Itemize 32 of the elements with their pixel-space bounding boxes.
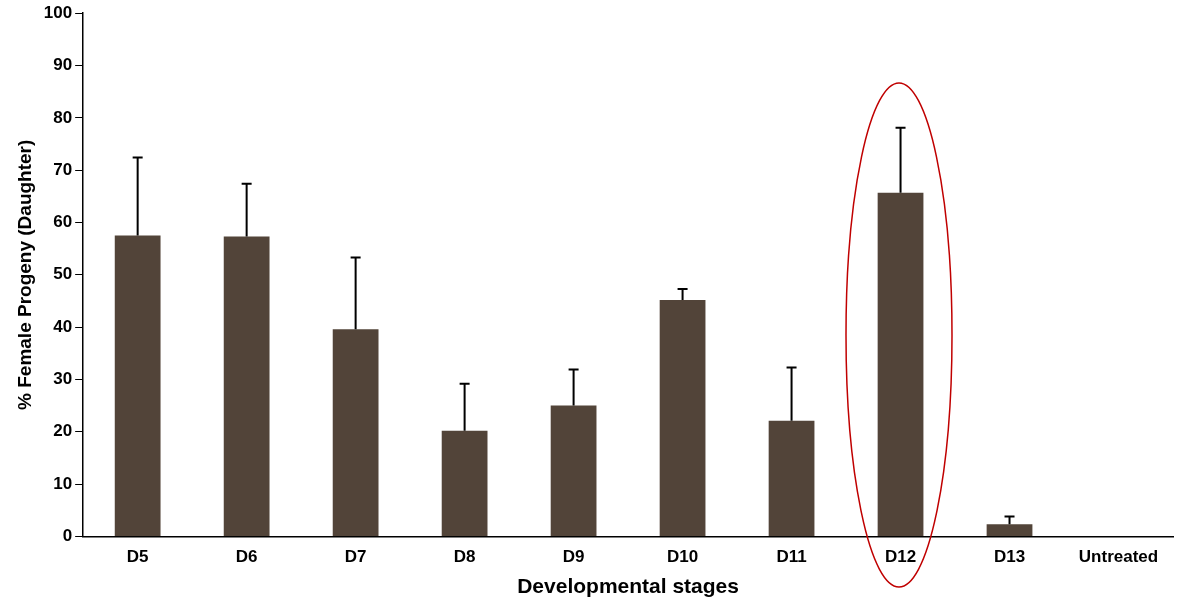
- bar: [332, 329, 379, 536]
- bar: [768, 420, 815, 536]
- bar: [659, 299, 706, 536]
- x-tick-label: D5: [126, 547, 149, 567]
- bar: [550, 405, 597, 536]
- y-tick-label: 10: [53, 473, 73, 493]
- x-tick-label: D13: [993, 547, 1026, 567]
- y-tick-label: 60: [53, 212, 73, 232]
- x-tick-label: D9: [562, 547, 585, 567]
- y-tick-label: 0: [62, 526, 73, 546]
- y-tick-label: 70: [53, 159, 73, 179]
- x-axis-title: Developmental stages: [517, 574, 739, 598]
- x-tick-label: D12: [884, 547, 917, 567]
- y-tick-label: 50: [53, 264, 73, 284]
- x-tick-label: D7: [344, 547, 367, 567]
- y-tick-label: 30: [53, 369, 73, 389]
- x-tick-label: D6: [235, 547, 258, 567]
- x-tick-label: D11: [776, 547, 807, 567]
- x-tick-label: Untreated: [1078, 547, 1159, 567]
- y-tick-label: 90: [53, 55, 73, 75]
- bar: [986, 524, 1033, 536]
- y-tick-label: 20: [53, 421, 73, 441]
- y-tick-label: 40: [53, 316, 73, 336]
- bar: [441, 430, 488, 536]
- x-tick-label: D10: [666, 547, 699, 567]
- y-tick-label: 80: [53, 107, 73, 127]
- y-axis-title: % Female Progeny (Daughter): [13, 139, 35, 410]
- x-tick-label: D8: [453, 547, 476, 567]
- bar: [114, 235, 161, 536]
- bar: [877, 192, 924, 536]
- bar: [223, 236, 270, 536]
- y-tick-label: 100: [43, 2, 73, 22]
